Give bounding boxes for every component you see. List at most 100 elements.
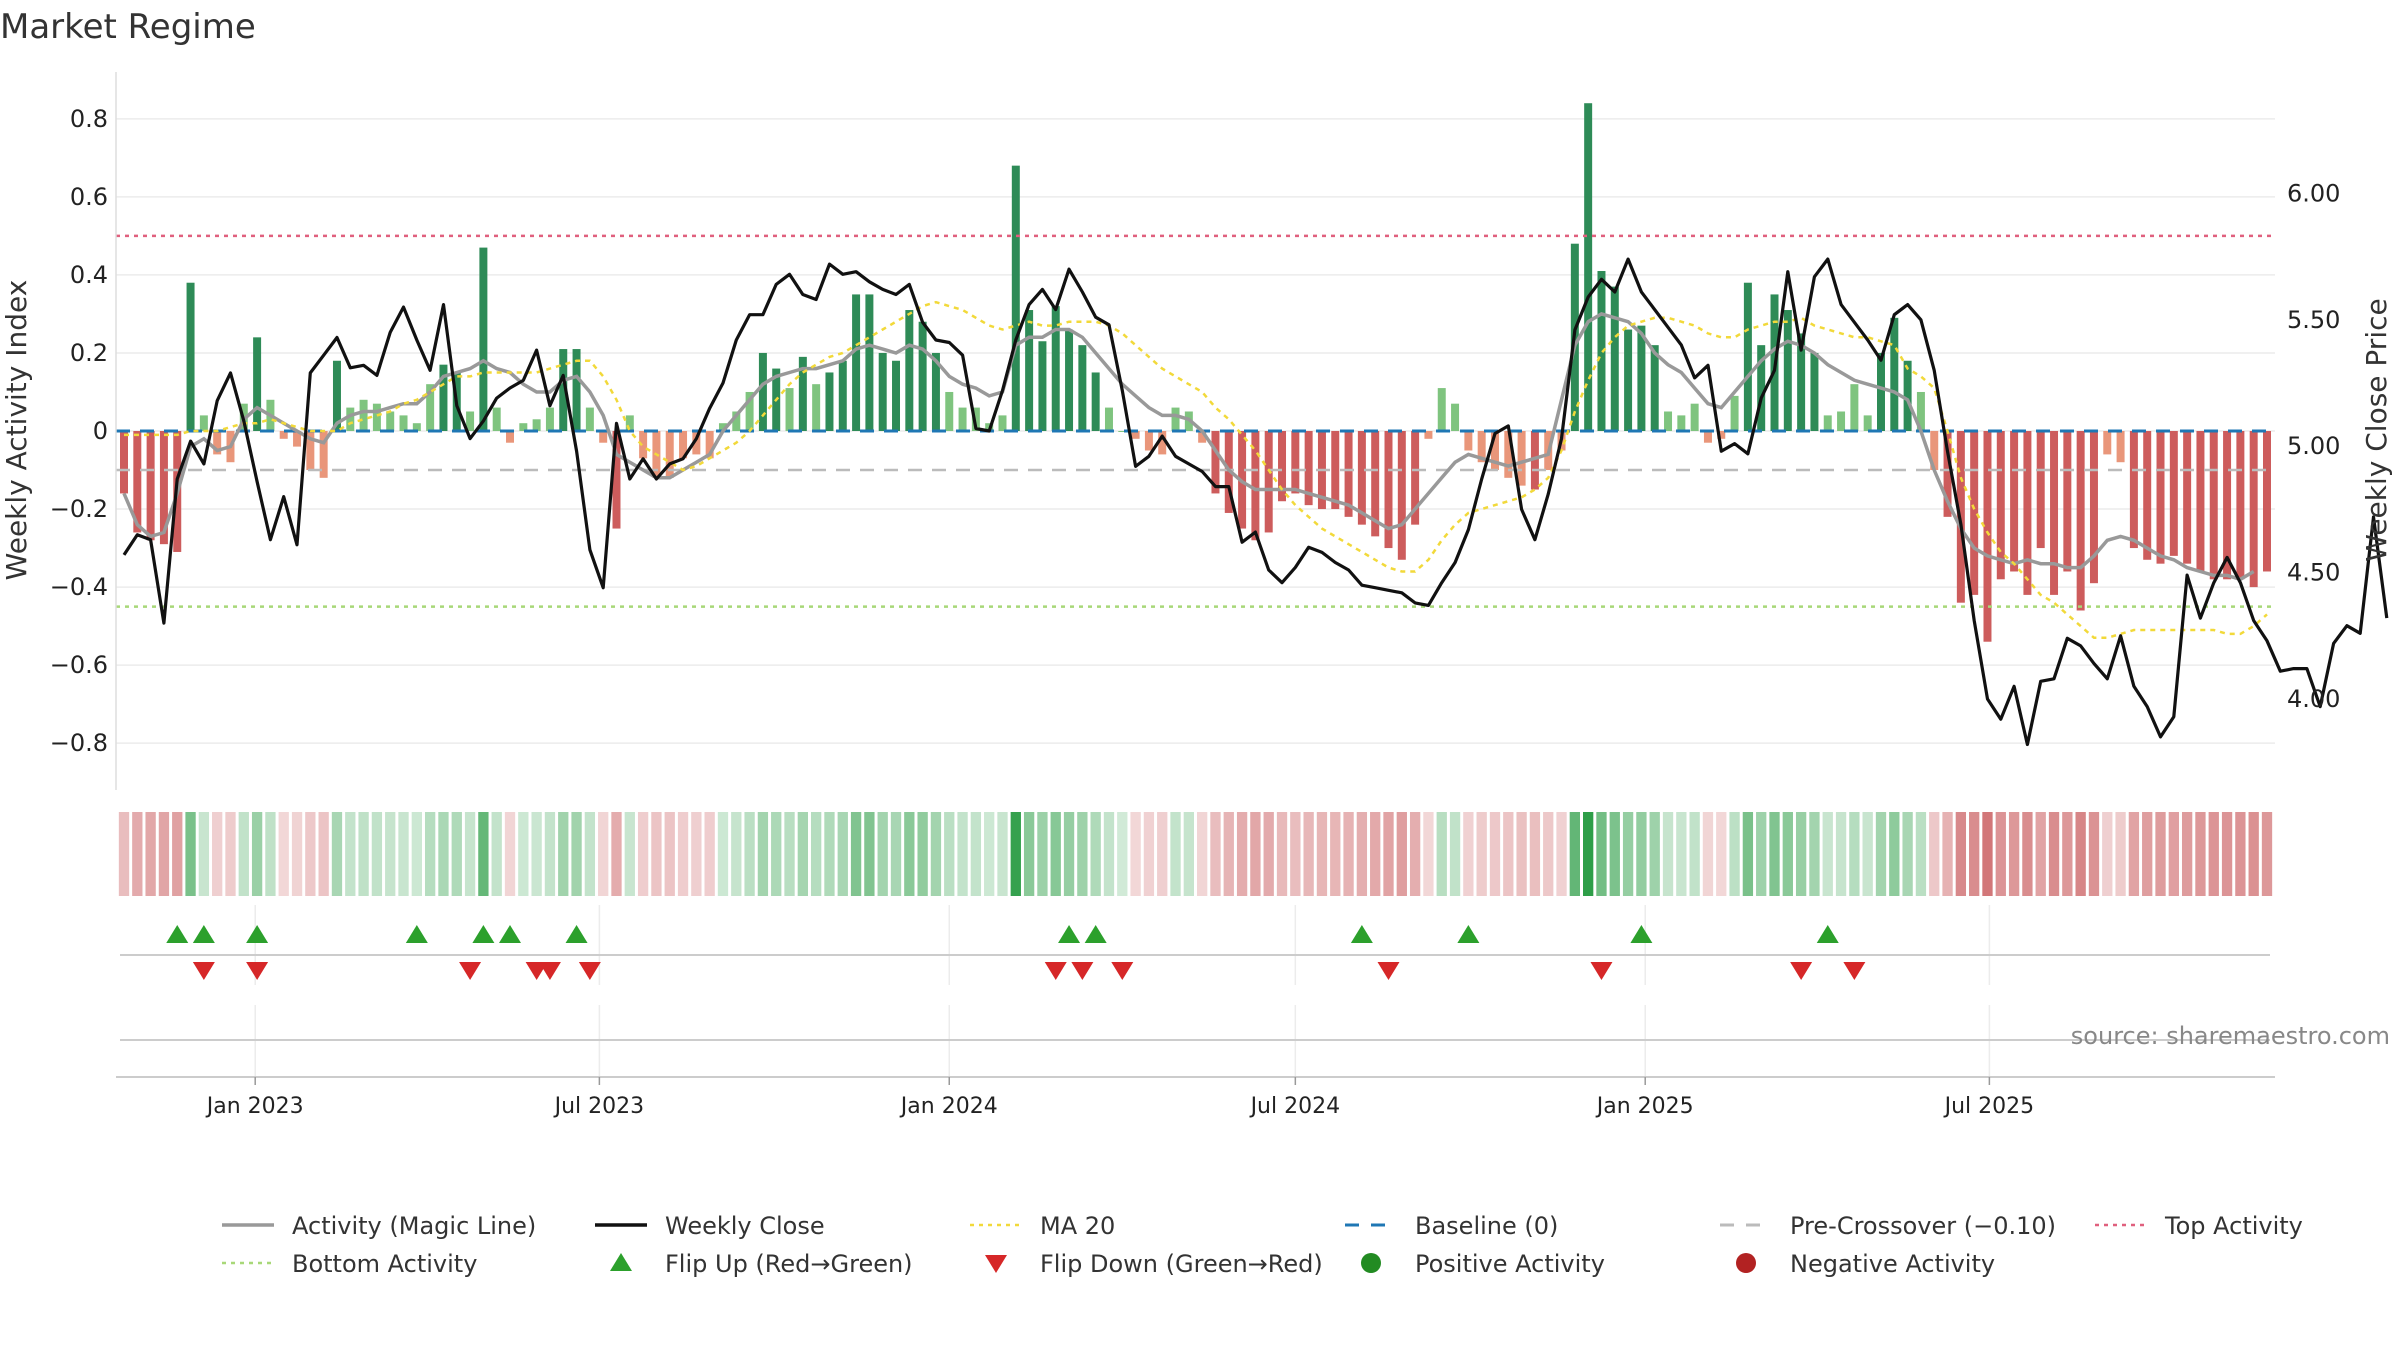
flip-up-marker: [1350, 925, 1373, 943]
regime-strip-cell: [1250, 812, 1261, 896]
left-tick-label: 0.6: [70, 183, 108, 211]
flip-up-marker: [166, 925, 189, 943]
activity-bar: [1863, 415, 1872, 431]
activity-bar: [2023, 431, 2032, 595]
flip-down-marker: [1071, 962, 1094, 980]
activity-bar: [2089, 431, 2098, 584]
activity-bar: [892, 360, 901, 431]
regime-strip-cell: [1303, 812, 1314, 896]
activity-bar: [572, 349, 581, 431]
activity-bar: [279, 431, 288, 439]
activity-bar: [1464, 431, 1473, 451]
regime-strip-cell: [1263, 812, 1274, 896]
regime-strip-cell: [1210, 812, 1221, 896]
regime-strip-cell: [1130, 812, 1141, 896]
regime-strip-cell: [664, 812, 675, 896]
activity-bar: [679, 431, 688, 459]
regime-strip-cell: [1370, 812, 1381, 896]
activity-bar: [1490, 431, 1499, 471]
activity-bar: [1198, 431, 1207, 443]
regime-strip-cell: [824, 812, 835, 896]
regime-strip-cell: [1503, 812, 1514, 896]
regime-strip-cell: [2088, 812, 2100, 896]
activity-bar: [2036, 431, 2045, 549]
activity-bar: [1144, 431, 1153, 451]
activity-bar: [2249, 431, 2258, 588]
activity-bar: [1664, 411, 1673, 431]
activity-bar: [1677, 415, 1686, 431]
regime-strip-cell: [305, 812, 316, 896]
activity-bar: [412, 423, 421, 431]
activity-bar: [386, 411, 395, 431]
flip-up-marker: [1457, 925, 1480, 943]
activity-bar: [1703, 431, 1712, 443]
activity-bar: [585, 407, 594, 431]
x-tick-label: Jan 2024: [899, 1094, 998, 1119]
right-tick-label: 5.50: [2287, 306, 2340, 334]
regime-strip-cell: [1822, 812, 1833, 896]
activity-bar: [1477, 431, 1486, 463]
activity-bar: [732, 411, 741, 431]
activity-bar: [1637, 325, 1646, 431]
activity-bar: [1065, 329, 1074, 431]
activity-bar: [2063, 431, 2072, 572]
left-tick-label: 0.4: [70, 261, 108, 289]
activity-bar: [798, 356, 807, 431]
regime-strip-cell: [291, 812, 303, 896]
flip-up-marker: [246, 925, 269, 943]
activity-bar: [1890, 317, 1899, 431]
activity-bar: [692, 431, 701, 455]
activity-bar: [2116, 431, 2125, 463]
activity-bar: [905, 310, 914, 431]
regime-strip-cell: [2181, 812, 2193, 896]
activity-bar: [1610, 286, 1619, 431]
flip-down-marker: [192, 962, 215, 980]
regime-strip-cell: [1569, 812, 1581, 896]
regime-strip-cell: [1223, 812, 1234, 896]
regime-strip-cell: [1942, 812, 1953, 896]
regime-strip-cell: [1023, 812, 1035, 896]
regime-strip-cell: [997, 812, 1008, 896]
regime-strip-cell: [424, 812, 436, 896]
activity-bar: [426, 384, 435, 431]
activity-bar: [1783, 310, 1792, 431]
regime-strip-cell: [385, 812, 396, 896]
regime-strip-cell: [651, 812, 662, 896]
activity-bar: [253, 337, 262, 431]
activity-bar: [1903, 360, 1912, 431]
regime-strip-cell: [358, 812, 369, 896]
activity-bar: [1171, 407, 1180, 431]
activity-bar: [2183, 431, 2192, 564]
activity-bar: [1850, 384, 1859, 431]
regime-strip-cell: [944, 812, 955, 896]
regime-strip-cell: [877, 812, 888, 896]
activity-bar: [1011, 165, 1020, 432]
legend-label: Activity (Magic Line): [292, 1212, 536, 1240]
regime-strip-cell: [518, 812, 529, 896]
activity-bar: [625, 415, 634, 431]
legend-label: MA 20: [1040, 1212, 1115, 1240]
regime-strip-cell: [451, 812, 462, 896]
flip-up-marker: [405, 925, 428, 943]
activity-bar: [2223, 431, 2232, 580]
regime-strip-cell: [1875, 812, 1887, 896]
activity-bar: [599, 431, 608, 443]
regime-strip-cell: [890, 812, 902, 896]
activity-bar: [1624, 329, 1633, 431]
regime-strip-cell: [398, 812, 409, 896]
regime-strip-cell: [265, 812, 276, 896]
activity-bar: [825, 372, 834, 431]
regime-strip-cell: [1609, 812, 1620, 896]
activity-bar: [1371, 431, 1380, 537]
regime-strip-cell: [1409, 812, 1421, 896]
regime-strip-cell: [1622, 812, 1634, 896]
right-tick-label: 4.50: [2287, 559, 2340, 587]
activity-bar: [931, 352, 940, 431]
activity-bar: [1051, 306, 1060, 431]
regime-strip-cell: [1702, 812, 1714, 896]
left-tick-label: −0.2: [50, 495, 108, 523]
flip-down-marker: [459, 962, 482, 980]
activity-bar: [1397, 431, 1406, 560]
flip-up-marker: [499, 925, 522, 943]
regime-strip-cell: [345, 812, 356, 896]
